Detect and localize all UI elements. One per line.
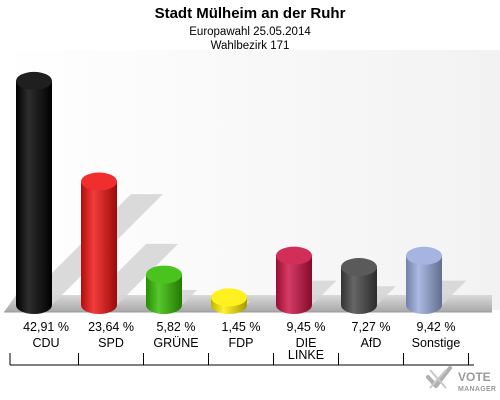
category-label-sonstige: Sonstige xyxy=(412,336,461,350)
bars xyxy=(16,71,442,314)
value-label-sonstige: 9,42 % xyxy=(417,320,456,334)
value-labels: 42,91 % 23,64 % 5,82 % 1,45 % 9,45 % 7,27 % 9,… xyxy=(23,320,455,334)
bar-cdu xyxy=(16,71,52,314)
chart-subtitle-district: Wahlbezirk 171 xyxy=(211,40,290,52)
bar-spd xyxy=(81,172,117,314)
bar-sonstige xyxy=(406,246,442,314)
bar-afd xyxy=(341,258,377,314)
category-label-die-linke-1: LINKE xyxy=(288,348,324,362)
value-label-gr-ne: 5,82 % xyxy=(157,320,196,334)
category-label-cdu: CDU xyxy=(32,336,59,350)
watermark-vote: VOTE xyxy=(458,370,491,384)
chart-title: Stadt Mülheim an der Ruhr xyxy=(155,5,346,22)
category-label-spd: SPD xyxy=(98,336,124,350)
value-label-cdu: 42,91 % xyxy=(23,320,69,334)
vote-manager-logo-icon xyxy=(426,366,452,389)
value-label-die-linke: 9,45 % xyxy=(287,320,326,334)
category-label-fdp: FDP xyxy=(229,336,254,350)
value-label-afd: 7,27 % xyxy=(352,320,391,334)
vote-manager-watermark: VOTE MANAGER xyxy=(426,366,496,393)
category-label-gr-ne: GRÜNE xyxy=(153,336,198,350)
chart-subtitle-date: Europawahl 25.05.2014 xyxy=(189,26,311,38)
bar-die-linke xyxy=(276,246,312,314)
category-label-die-linke-0: DIE xyxy=(296,336,317,350)
value-label-fdp: 1,45 % xyxy=(222,320,261,334)
watermark-manager: MANAGER xyxy=(458,386,496,393)
bar-gr-ne xyxy=(146,265,182,314)
category-label-afd: AfD xyxy=(361,336,382,350)
value-label-spd: 23,64 % xyxy=(88,320,134,334)
bar-fdp xyxy=(211,288,247,314)
